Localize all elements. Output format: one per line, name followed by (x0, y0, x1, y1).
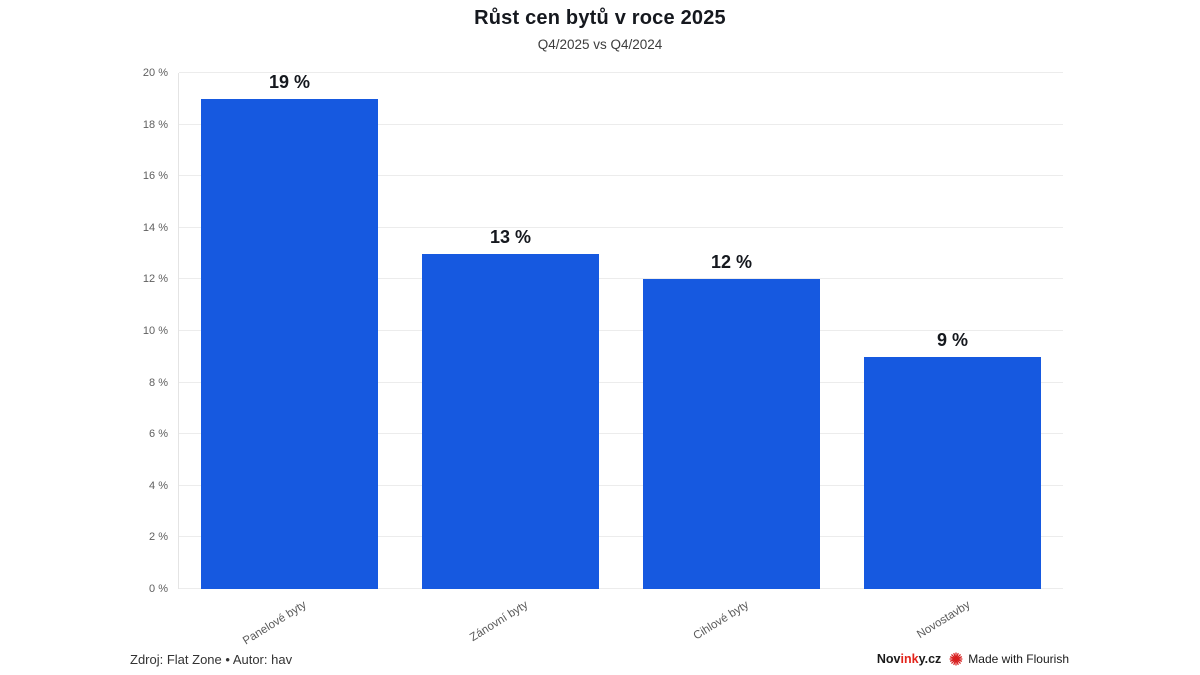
y-tick-label: 2 % (149, 531, 168, 544)
gridline (179, 381, 1063, 383)
y-axis: 0 % 2 % 4 % 6 % 8 % 10 % 12 % 14 % 16 % 18 % 20 % (0, 67, 168, 595)
gridline (179, 278, 1063, 280)
gridline (179, 588, 1063, 589)
chart-header: Růst cen bytů v roce 2025 Q4/2025 vs Q4/… (0, 0, 1200, 52)
y-tick-label: 20 % (142, 67, 168, 79)
y-tick-label: 16 % (142, 170, 168, 183)
y-tick-label: 0 % (149, 583, 168, 595)
novinky-logo-part2: ink (900, 652, 919, 666)
flourish-starburst-icon (949, 652, 963, 666)
bar[interactable] (643, 279, 820, 589)
gridline (179, 330, 1063, 331)
bar-value-label: 19 % (268, 71, 311, 92)
chart-subtitle: Q4/2025 vs Q4/2024 (537, 37, 663, 52)
plot-area: 19 % 13 % 12 % 9 % (178, 71, 1063, 589)
bar-value-label: 13 % (489, 226, 532, 247)
y-tick-label: 10 % (142, 325, 168, 337)
bar-slot: 19 % (179, 71, 400, 589)
bars-container: 19 % 13 % 12 % 9 % (179, 71, 1063, 589)
gridline (179, 433, 1063, 435)
x-axis-label: Cihlové byty (692, 599, 752, 643)
x-axis-label: Novostavby (915, 599, 973, 642)
gridline (179, 175, 1063, 177)
footer: Zdroj: Flat Zone • Autor: hav Novinky.cz… (130, 649, 1069, 669)
bar-slot: 13 % (400, 73, 621, 589)
novinky-logo[interactable]: Novinky.cz (877, 652, 941, 666)
bar-slot: 12 % (621, 73, 842, 589)
source-credit: Zdroj: Flat Zone • Autor: hav (130, 651, 293, 667)
bar-value-label: 12 % (710, 252, 753, 273)
y-tick-label: 6 % (149, 428, 168, 441)
gridline (179, 72, 1063, 73)
novinky-logo-part1: Nov (876, 652, 901, 666)
y-tick-label: 14 % (142, 221, 168, 234)
gridline (179, 226, 1063, 228)
bar[interactable] (422, 253, 599, 589)
x-axis-label: Panelové byty (241, 599, 309, 648)
gridlines (179, 72, 1063, 589)
y-tick-label: 4 % (149, 479, 168, 492)
gridline (179, 484, 1063, 486)
chart-title: Růst cen bytů v roce 2025 (474, 7, 726, 29)
x-axis: Panelové byty Zánovní byty Cihlové byty Nov… (178, 589, 1063, 649)
y-tick-label: 12 % (142, 273, 168, 286)
bar[interactable] (864, 356, 1041, 589)
made-with-flourish-link[interactable]: Made with Flourish (968, 652, 1069, 666)
bar-slot: 9 % (842, 73, 1063, 589)
y-tick-label: 8 % (149, 376, 168, 389)
bar-value-label: 9 % (936, 329, 969, 350)
novinky-logo-part3: y.cz (918, 652, 942, 666)
y-tick-label: 18 % (142, 118, 168, 131)
gridline (179, 123, 1063, 125)
x-axis-label: Zánovní byty (468, 599, 531, 645)
branding-credits: Novinky.cz Made with Flourish (877, 652, 1069, 666)
bar[interactable] (201, 98, 378, 589)
gridline (179, 536, 1063, 538)
